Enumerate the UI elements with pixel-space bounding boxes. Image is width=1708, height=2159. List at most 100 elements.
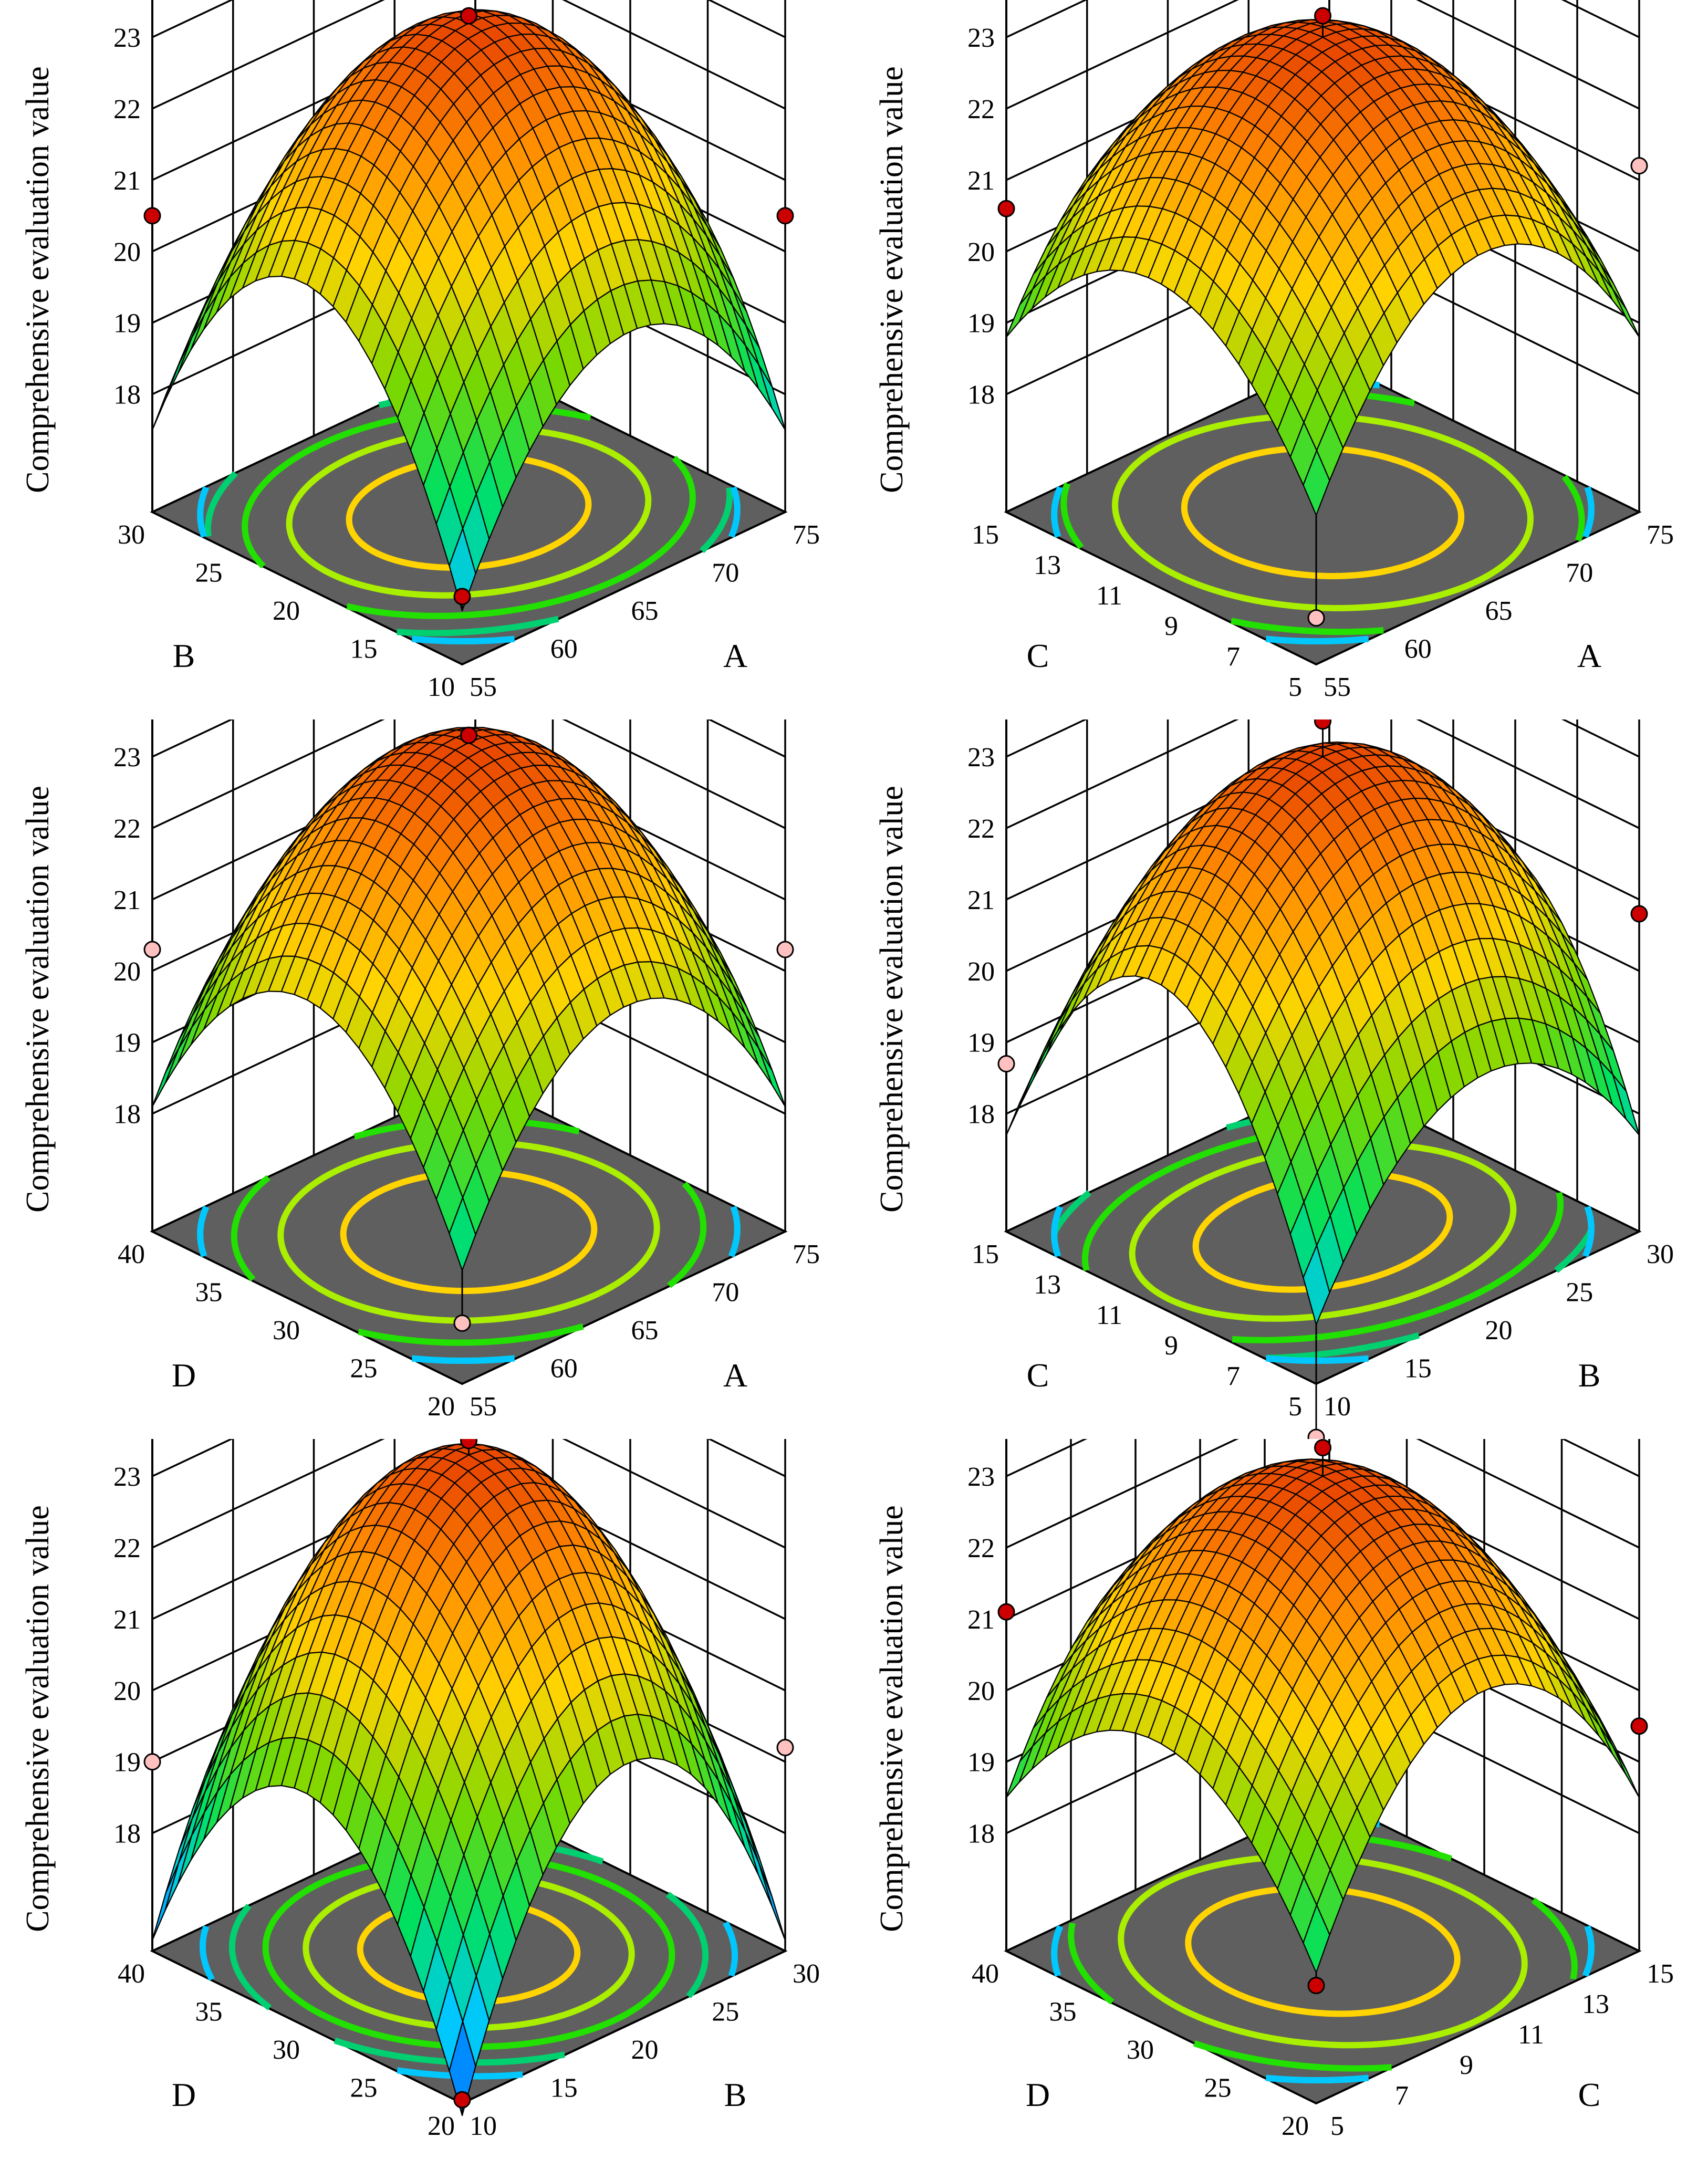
design-point <box>460 7 477 25</box>
y-tick-label: 9 <box>1164 611 1178 641</box>
design-point <box>776 941 794 958</box>
z-tick-label: 22 <box>113 814 141 844</box>
y-tick-label: 5 <box>1288 1392 1302 1422</box>
x-tick-label: 30 <box>793 1959 820 1989</box>
y-tick-label: 15 <box>350 634 378 664</box>
x-tick-label: 75 <box>793 1239 820 1269</box>
chart-panel-bc: 181920212223241015202530579111315BCCompr… <box>854 719 1708 1439</box>
y-tick-label: 40 <box>118 1239 145 1269</box>
design-point <box>1314 1439 1331 1457</box>
x-tick-label: 75 <box>793 520 820 550</box>
chart-panel-ab: 1819202122232455606570751015202530ABComp… <box>0 0 854 719</box>
design-point <box>1314 719 1331 730</box>
z-tick-label: 21 <box>967 166 995 196</box>
z-tick-label: 18 <box>967 1100 995 1130</box>
y-tick-label: 30 <box>1127 2035 1154 2065</box>
y-tick-label: 25 <box>350 2073 378 2103</box>
y-tick-label: 15 <box>972 1239 999 1269</box>
x-tick-label: 75 <box>1647 520 1674 550</box>
x-tick-label: 60 <box>1404 634 1432 664</box>
response-surface <box>151 727 786 1271</box>
surface-chart-bc: 181920212223241015202530579111315BCCompr… <box>874 719 1674 1439</box>
surface-chart-ab: 1819202122232455606570751015202530ABComp… <box>20 0 820 702</box>
y-axis-label: C <box>1027 637 1049 674</box>
x-axis-label: B <box>724 2076 747 2113</box>
design-point <box>460 726 477 744</box>
response-surface <box>1005 19 1640 516</box>
z-tick-label: 19 <box>113 1748 141 1778</box>
surface-chart-bd: 1819202122232410152025302025303540BDComp… <box>20 1439 820 2141</box>
response-surface <box>151 9 786 612</box>
x-tick-label: 11 <box>1518 2020 1544 2050</box>
z-axis-title: Comprehensive evaluation value <box>20 786 56 1213</box>
z-tick-label: 22 <box>113 95 141 124</box>
design-point <box>997 1055 1015 1073</box>
design-point <box>143 207 161 225</box>
y-tick-label: 10 <box>428 672 455 702</box>
x-tick-label: 9 <box>1460 2050 1473 2080</box>
z-axis-title: Comprehensive evaluation value <box>874 1505 910 1932</box>
x-tick-label: 55 <box>470 1392 497 1422</box>
x-tick-label: 65 <box>631 1316 659 1346</box>
y-tick-label: 35 <box>195 1997 223 2027</box>
design-point <box>1307 1977 1325 1995</box>
chart-panel-bd: 1819202122232410152025302025303540BDComp… <box>0 1439 854 2158</box>
z-tick-label: 23 <box>113 1462 141 1492</box>
z-tick-label: 23 <box>967 1462 995 1492</box>
x-tick-label: 20 <box>1485 1316 1513 1346</box>
y-axis-label: D <box>1026 2076 1050 2113</box>
z-tick-label: 21 <box>113 885 141 915</box>
y-tick-label: 9 <box>1164 1331 1178 1361</box>
x-tick-label: 15 <box>550 2073 578 2103</box>
z-tick-label: 22 <box>113 1534 141 1563</box>
z-tick-label: 20 <box>113 1676 141 1706</box>
response-surface <box>1005 741 1640 1326</box>
z-tick-label: 21 <box>967 885 995 915</box>
z-tick-label: 22 <box>967 814 995 844</box>
x-axis-label: A <box>723 1357 747 1394</box>
z-axis-title: Comprehensive evaluation value <box>20 66 56 493</box>
y-tick-label: 13 <box>1034 1270 1061 1300</box>
design-points <box>997 7 1648 627</box>
x-tick-label: 70 <box>712 558 739 588</box>
design-point <box>997 200 1015 217</box>
design-point <box>460 1439 477 1449</box>
design-point <box>453 588 471 606</box>
design-point <box>1630 157 1648 175</box>
design-point <box>1307 609 1325 627</box>
design-points <box>143 726 794 1332</box>
x-tick-label: 13 <box>1582 1989 1609 2019</box>
design-points <box>143 7 794 611</box>
x-tick-label: 60 <box>550 1354 578 1384</box>
surface-chart-ac: 181920212223245560657075579111315ACCompr… <box>874 0 1674 702</box>
y-tick-label: 5 <box>1288 672 1302 702</box>
y-tick-label: 15 <box>972 520 999 550</box>
design-point <box>1630 905 1648 923</box>
y-tick-label: 30 <box>273 1316 300 1346</box>
design-point <box>776 1739 794 1757</box>
design-point <box>1314 7 1331 25</box>
x-tick-label: 70 <box>712 1278 739 1308</box>
y-tick-label: 30 <box>118 520 145 550</box>
z-tick-label: 21 <box>113 166 141 196</box>
x-tick-label: 15 <box>1647 1959 1674 1989</box>
z-tick-label: 19 <box>967 1028 995 1058</box>
y-axis-label: D <box>172 2076 196 2113</box>
x-axis-label: A <box>1577 637 1601 674</box>
response-surface <box>1005 1458 1640 1974</box>
design-point <box>143 941 161 958</box>
design-point <box>997 1603 1015 1621</box>
y-axis-label: B <box>173 637 195 674</box>
z-tick-label: 19 <box>113 309 141 339</box>
z-tick-label: 18 <box>113 380 141 410</box>
design-point <box>453 1314 471 1332</box>
z-tick-label: 18 <box>113 1819 141 1849</box>
x-axis-label: A <box>723 637 747 674</box>
z-tick-label: 18 <box>113 1100 141 1130</box>
x-tick-label: 10 <box>470 2111 497 2141</box>
surface-chart-cd: 181920212223245791113152025303540CDCompr… <box>874 1439 1674 2141</box>
chart-panel-cd: 181920212223245791113152025303540CDCompr… <box>854 1439 1708 2158</box>
y-tick-label: 20 <box>273 596 300 626</box>
y-tick-label: 13 <box>1034 550 1061 580</box>
